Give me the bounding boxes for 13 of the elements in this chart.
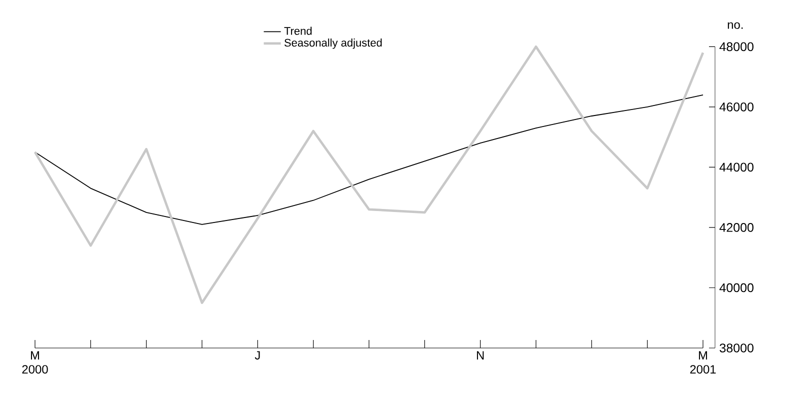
x-tick-label: J bbox=[254, 351, 260, 360]
legend-label: Trend bbox=[284, 26, 312, 35]
y-tick-label: 46000 bbox=[719, 102, 754, 112]
y-tick-label: 48000 bbox=[719, 42, 754, 52]
x-tick-label: N bbox=[476, 351, 484, 360]
x-tick-label: M 2001 bbox=[690, 351, 716, 374]
y-axis-title: no. bbox=[728, 22, 743, 29]
x-tick-label: M 2000 bbox=[22, 351, 48, 374]
y-tick-label: 42000 bbox=[719, 223, 754, 232]
y-tick-label: 40000 bbox=[719, 283, 754, 292]
y-tick-label: 38000 bbox=[720, 344, 754, 352]
y-tick-label: 44000 bbox=[719, 162, 754, 172]
legend-label: Seasonally adjusted bbox=[284, 38, 382, 49]
